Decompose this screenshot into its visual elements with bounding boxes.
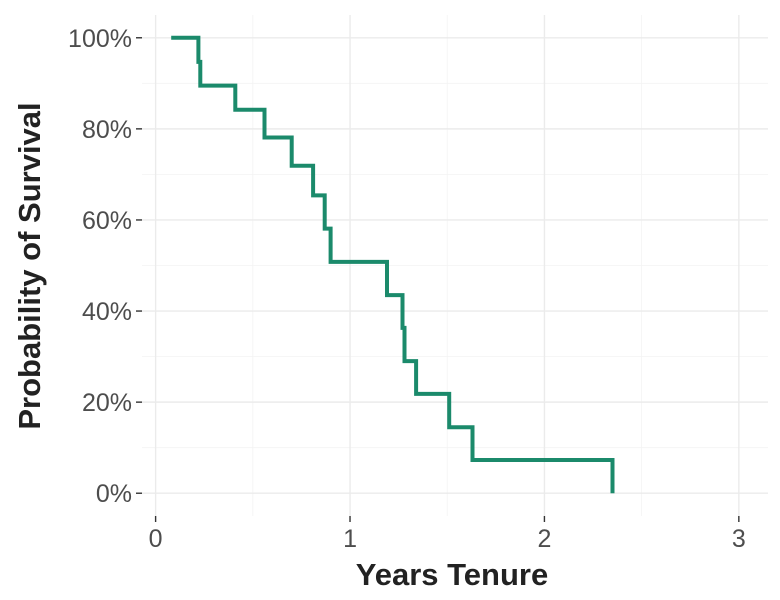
y-tick-label: 0% — [96, 480, 132, 508]
y-tick-label: 100% — [68, 25, 132, 53]
y-tick-label: 60% — [82, 207, 132, 235]
survival-curve-line — [171, 35, 615, 494]
x-tick-label: 3 — [732, 525, 746, 553]
x-axis-title: Years Tenure — [356, 557, 548, 592]
x-tick-label: 2 — [537, 525, 551, 553]
grid — [142, 15, 768, 516]
y-axis-title: Probability of Survival — [12, 102, 47, 429]
series-layer — [171, 35, 615, 494]
x-tick-label: 0 — [149, 525, 163, 553]
axis-ticks: 0 1 2 3 0% 20% 40% 60% 80% 100% — [68, 25, 746, 553]
y-tick-label: 20% — [82, 389, 132, 417]
y-tick-label: 80% — [82, 116, 132, 144]
x-tick-label: 1 — [343, 525, 357, 553]
y-tick-label: 40% — [82, 298, 132, 326]
